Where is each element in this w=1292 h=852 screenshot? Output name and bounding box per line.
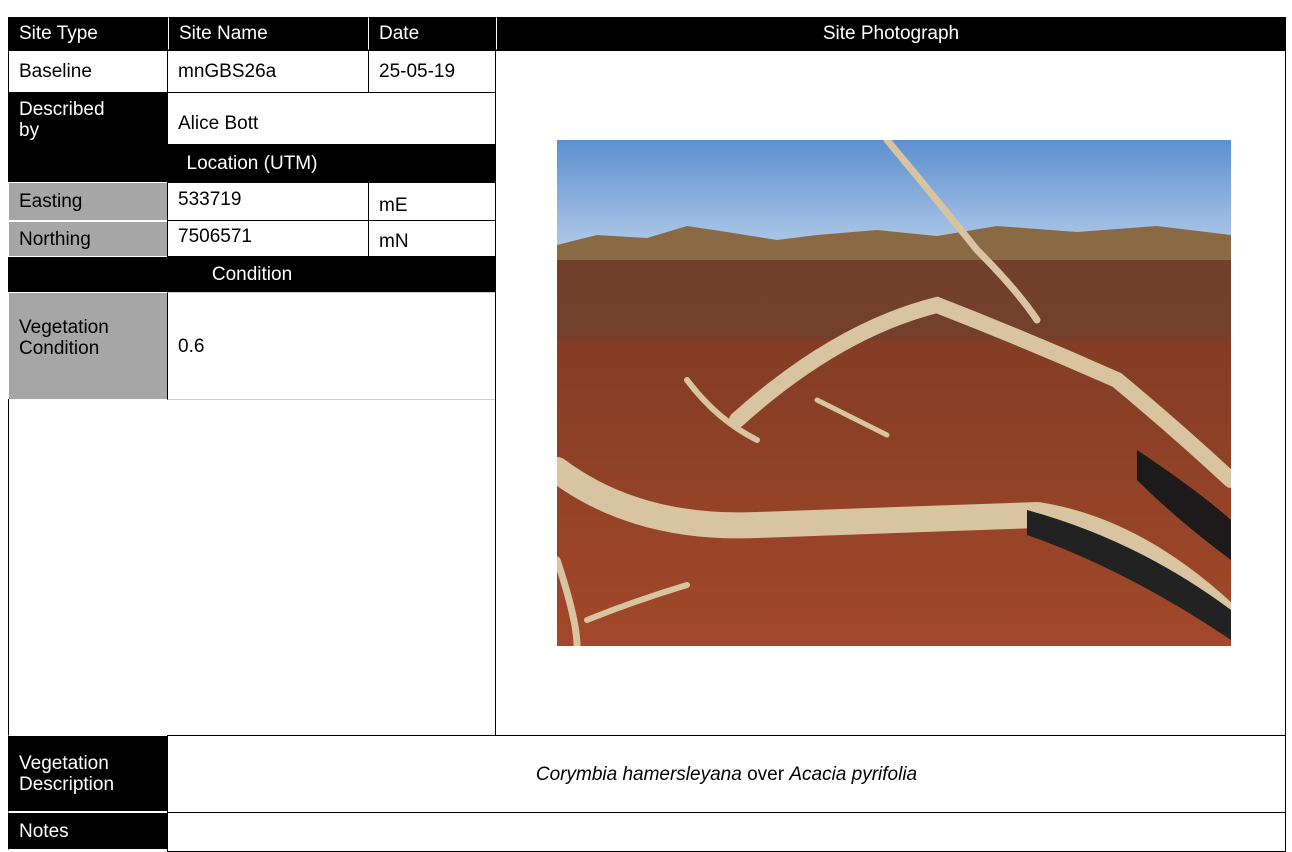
easting: 533719 bbox=[178, 189, 242, 210]
cell: 533719 bbox=[167, 182, 369, 221]
date: 25-05-19 bbox=[379, 61, 456, 82]
cell: mnGBS26a bbox=[167, 50, 369, 93]
cell: Corymbia hamersleyana over Acacia pyrifo… bbox=[167, 735, 1286, 813]
section-header: Location (UTM) bbox=[8, 145, 496, 182]
northing: 7506571 bbox=[178, 226, 252, 247]
species: Acacia pyrifolia bbox=[789, 763, 918, 785]
described-by: Alice Bott bbox=[178, 113, 259, 134]
photo-cell bbox=[495, 50, 1286, 736]
label: Vegetation Condition bbox=[19, 317, 109, 359]
label: Described by bbox=[19, 99, 105, 141]
cell: mE bbox=[368, 182, 496, 221]
cell: Baseline bbox=[8, 50, 168, 93]
section-title: Location (UTM) bbox=[186, 153, 318, 174]
header-text: Site Photograph bbox=[822, 23, 960, 44]
label-cell: Northing bbox=[8, 221, 168, 257]
cell bbox=[167, 812, 1286, 852]
vegetation-description: Corymbia hamersleyana over Acacia pyrifo… bbox=[536, 764, 917, 785]
header-text: Site Name bbox=[179, 23, 268, 44]
cell: 7506571 bbox=[167, 220, 369, 257]
header-cell: Site Type bbox=[8, 17, 168, 50]
header-text: Date bbox=[379, 23, 420, 44]
unit: mN bbox=[379, 231, 409, 252]
label-cell: Described by bbox=[8, 92, 168, 145]
label-cell: Vegetation Condition bbox=[8, 292, 168, 400]
label-cell: Easting bbox=[8, 182, 168, 221]
label: Notes bbox=[19, 821, 69, 842]
cell: 0.6 bbox=[167, 292, 496, 400]
site-name: mnGBS26a bbox=[178, 61, 277, 82]
species: Corymbia hamersleyana bbox=[535, 763, 742, 785]
header-cell: Site Name bbox=[168, 17, 368, 50]
cell: mN bbox=[368, 220, 496, 257]
label: Easting bbox=[19, 191, 83, 212]
header-text: Site Type bbox=[19, 23, 98, 44]
unit: mE bbox=[379, 195, 408, 216]
section-header: Condition bbox=[8, 257, 496, 292]
cell: 25-05-19 bbox=[368, 50, 496, 93]
blank-cell bbox=[8, 399, 496, 736]
site-type: Baseline bbox=[19, 61, 92, 82]
cell: Alice Bott bbox=[167, 92, 496, 145]
site-photo bbox=[557, 140, 1231, 646]
vegetation-condition: 0.6 bbox=[178, 335, 205, 357]
header-cell: Date bbox=[368, 17, 496, 50]
label-cell: Vegetation Description bbox=[8, 735, 168, 812]
header-cell: Site Photograph bbox=[496, 17, 1286, 50]
section-title: Condition bbox=[211, 264, 293, 285]
label: Vegetation Description bbox=[19, 752, 115, 795]
label-cell: Notes bbox=[8, 812, 168, 850]
label: Northing bbox=[19, 228, 91, 250]
connector: over bbox=[747, 763, 785, 785]
